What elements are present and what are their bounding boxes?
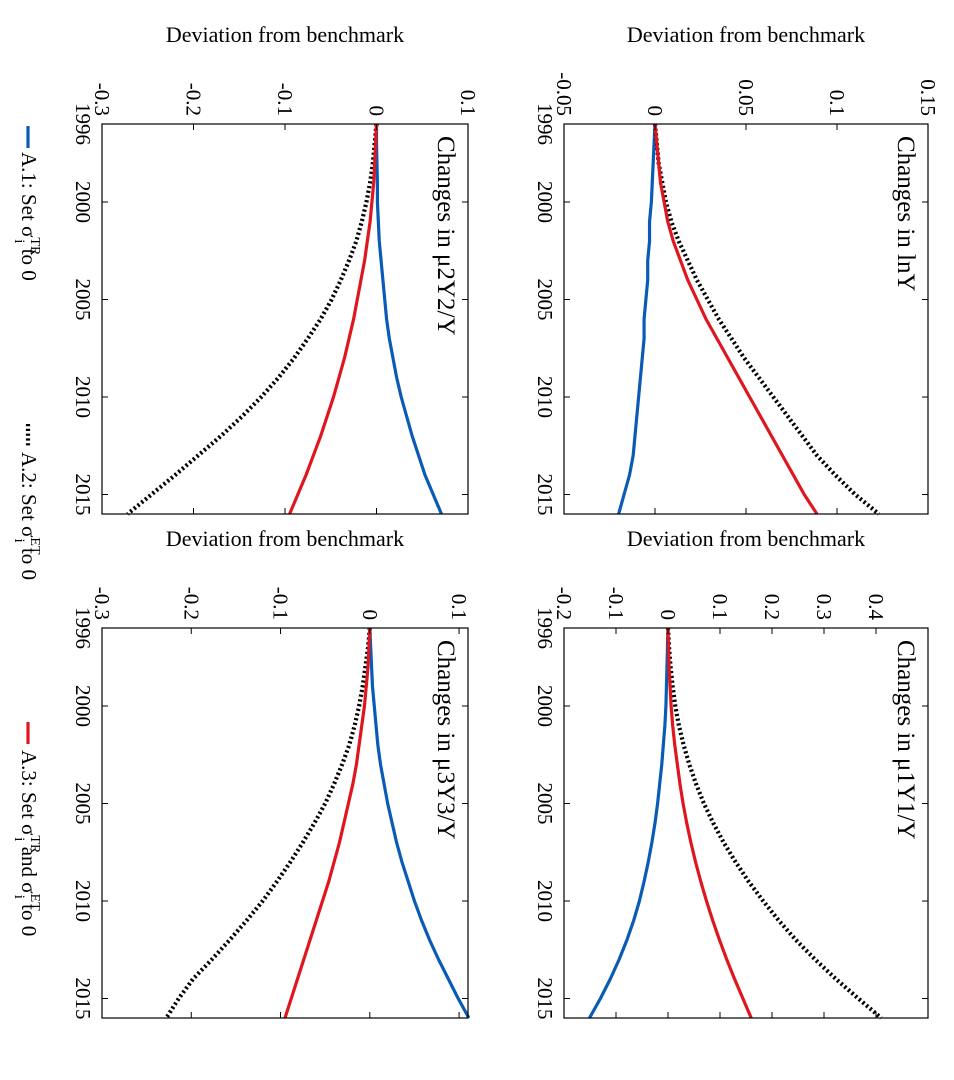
y-tick-label: -0.1 — [269, 587, 293, 620]
x-tick-label: 2000 — [533, 181, 557, 223]
series-line-a3 — [653, 123, 819, 515]
y-tick-label: 0.2 — [760, 594, 784, 620]
y-tick-label: 0.1 — [456, 90, 480, 116]
y-tick-label: 0 — [643, 106, 667, 117]
series-line-a2 — [652, 123, 881, 516]
legend-label-part: A.2: Set σ — [17, 452, 41, 537]
x-tick-label: 2015 — [71, 474, 95, 516]
series-line-a1 — [588, 627, 670, 1019]
x-tick-label: 2005 — [71, 279, 95, 321]
x-tick-label: 2005 — [533, 279, 557, 321]
y-axis-label: Deviation from benchmark — [166, 22, 404, 47]
chart-panel-2: 1996 2000 2005 2010 2015 -0.2 -0.1 0 0.1 0.2 0.3 0.… — [533, 526, 929, 1020]
x-tick-label: 1996 — [71, 103, 95, 145]
y-axis-label: Deviation from benchmark — [166, 526, 404, 551]
legend-label-part: to 0 — [17, 543, 41, 580]
x-tick-label: 2005 — [533, 783, 557, 825]
x-tick-label: 2015 — [71, 978, 95, 1020]
legend-item-a3: A.3: Set σTRi and σETi to 0 — [11, 722, 42, 936]
legend-label-part: to 0 — [17, 243, 41, 280]
series-line-a2 — [126, 123, 379, 516]
x-tick-label: 2010 — [71, 880, 95, 922]
y-tick-label: -0.2 — [179, 587, 203, 620]
series-line-a2 — [164, 627, 372, 1020]
x-tick-label: 2010 — [533, 880, 557, 922]
legend-label-a1: A.1: Set σTRi to 0 — [11, 152, 42, 281]
legend-label-part: A.1: Set σ — [17, 152, 41, 237]
series-line-a3 — [288, 123, 379, 515]
y-tick-label: -0.1 — [604, 587, 628, 620]
y-axis-label: Deviation from benchmark — [627, 526, 865, 551]
panel-title: Changes in μ1Y1/Y — [892, 640, 919, 840]
x-tick-label: 2000 — [71, 181, 95, 223]
y-tick-label: 0.1 — [447, 594, 471, 620]
x-tick-label: 2015 — [533, 978, 557, 1020]
y-tick-label: 0 — [358, 610, 382, 621]
chart-panel-1: 1996 2000 2005 2010 2015 -0.05 0 0.05 0.1 0.15 Cha… — [533, 22, 940, 516]
panel-title: Changes in lnY — [892, 136, 919, 292]
x-tick-label: 2005 — [71, 783, 95, 825]
legend-label-part: ET — [27, 537, 42, 555]
y-axis-label: Deviation from benchmark — [627, 22, 865, 47]
legend-label-part: and σ — [17, 841, 41, 893]
panel-title: Changes in μ3Y3/Y — [432, 640, 459, 840]
y-tick-label: 0.3 — [812, 594, 836, 620]
y-tick-label: 0 — [365, 106, 389, 117]
x-tick-label: 2010 — [71, 376, 95, 418]
legend-label-part: i — [11, 539, 27, 543]
y-tick-label: -0.2 — [552, 587, 576, 620]
legend-label-part: ET — [27, 894, 42, 912]
y-tick-label: 0.05 — [734, 79, 758, 116]
y-tick-label: -0.2 — [182, 83, 206, 116]
legend-label-part: i — [11, 895, 27, 899]
series-line-a1 — [374, 124, 443, 515]
y-tick-label: -0.3 — [90, 83, 114, 116]
x-tick-label: 1996 — [533, 607, 557, 649]
x-tick-label: 2000 — [533, 685, 557, 727]
legend-label-a3: A.3: Set σTRi and σETi to 0 — [11, 750, 42, 936]
legend: A.1: Set σTRi to 0A.2: Set σETi to 0A.3:… — [11, 126, 42, 936]
x-tick-label: 2010 — [533, 376, 557, 418]
legend-item-a2: A.2: Set σETi to 0 — [11, 424, 42, 580]
legend-label-part: TR — [27, 237, 42, 256]
series-line-a1 — [617, 123, 657, 515]
plot-frame — [101, 123, 469, 515]
legend-label-part: i — [11, 837, 27, 841]
plot-frame — [563, 627, 929, 1019]
y-tick-label: 0.15 — [916, 79, 940, 116]
series-line-a1 — [368, 627, 471, 1019]
plot-frame — [101, 627, 469, 1019]
chart-panel-3: 1996 2000 2005 2010 2015 -0.3 -0.2 -0.1 0 0.1 Chan… — [71, 22, 480, 516]
x-tick-label: 1996 — [533, 103, 557, 145]
x-tick-label: 2000 — [71, 685, 95, 727]
y-tick-label: 0 — [656, 610, 680, 621]
y-tick-label: -0.3 — [90, 587, 114, 620]
legend-label-part: i — [11, 239, 27, 243]
rotated-figure-group: 1996 2000 2005 2010 2015 -0.05 0 0.05 0.1 0.15 Cha… — [11, 22, 940, 1020]
x-tick-label: 1996 — [71, 607, 95, 649]
x-tick-label: 2015 — [533, 474, 557, 516]
y-tick-label: 0.1 — [708, 594, 732, 620]
legend-item-a1: A.1: Set σTRi to 0 — [11, 126, 42, 281]
y-tick-label: 0.4 — [864, 594, 888, 621]
legend-label-part: to 0 — [17, 899, 41, 936]
plot-frame — [563, 123, 929, 515]
panels-layer: 1996 2000 2005 2010 2015 -0.05 0 0.05 0.1 0.15 Cha… — [71, 22, 940, 1020]
legend-label-part: A.3: Set σ — [17, 750, 41, 835]
series-line-a2 — [665, 627, 883, 1020]
chart-panel-4: 1996 2000 2005 2010 2015 -0.3 -0.2 -0.1 0 0.1 Chan… — [71, 526, 471, 1020]
y-tick-label: -0.05 — [552, 72, 576, 116]
series-line-a3 — [666, 627, 753, 1019]
legend-label-part: TR — [27, 835, 42, 854]
panel-title: Changes in μ2Y2/Y — [432, 136, 459, 336]
legend-label-a2: A.2: Set σETi to 0 — [11, 452, 42, 580]
series-line-a3 — [283, 627, 372, 1019]
y-tick-label: 0.1 — [825, 90, 849, 116]
y-tick-label: -0.1 — [273, 83, 297, 116]
